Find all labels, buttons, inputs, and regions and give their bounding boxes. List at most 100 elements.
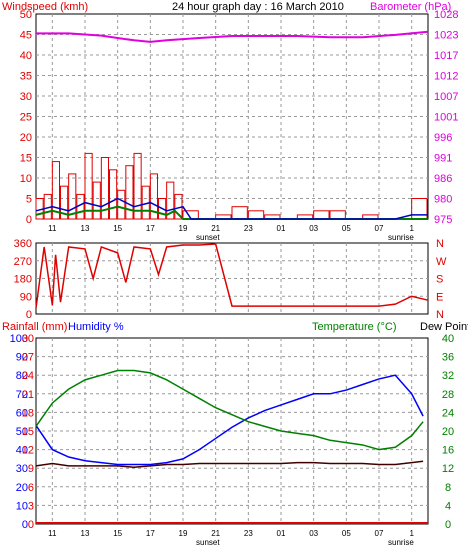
x-tick-label: 21 [211, 224, 220, 233]
humidity-y-tick-label: 30 [16, 463, 28, 475]
barometer-y-tick-label: 1012 [434, 71, 458, 83]
gust-bar [60, 185, 69, 220]
temperature-marks [35, 369, 428, 524]
x-tick-label: 13 [81, 529, 90, 538]
x-tick-label: 15 [113, 224, 122, 233]
wind-y-tick-label: 10 [20, 173, 32, 185]
compass-y-tick-label: W [436, 256, 447, 268]
temperature-y-tick-label: 12 [442, 463, 454, 475]
wind-y-tick-label: 25 [20, 112, 32, 124]
gust-bar [109, 169, 118, 220]
temperature-y-tick-label: 28 [442, 389, 454, 401]
temperature-y-tick-label: 20 [442, 426, 454, 438]
gust-bar [125, 165, 134, 220]
barometer-y-tick-label: 1001 [434, 112, 458, 124]
humidity-y-tick-label: 100 [10, 333, 28, 345]
wind-y-tick-label: 0 [26, 214, 32, 226]
x-tick-label: 19 [179, 224, 188, 233]
barometer-y-tick-label: 1028 [434, 9, 458, 21]
rainfall-y-tick-label: 9 [28, 463, 34, 475]
temperature-axis-title: Temperature (°C) [312, 321, 396, 333]
direction-y-tick-label: 0 [26, 309, 32, 321]
sunrise-marker-lower: sunrise [388, 538, 414, 547]
rainfall-y-tick-label: 21 [22, 389, 34, 401]
x-tick-label: 23 [244, 529, 253, 538]
rainfall-y-tick-label: 3 [28, 500, 34, 512]
average-wind-line [35, 197, 428, 220]
barometer-y-tick-label: 1007 [434, 91, 458, 103]
x-tick-label: 1 [409, 224, 414, 233]
rainfall-y-tick-label: 12 [22, 445, 34, 457]
wind-marks [35, 30, 429, 220]
temperature-y-tick-label: 32 [442, 370, 454, 382]
wind-x-ticks: 11 13 15 17 19 21 23 01 03 05 07 1 [48, 224, 414, 233]
wind-y-tick-label: 30 [20, 91, 32, 103]
temperature-y-tick-label: 8 [445, 482, 451, 494]
rainfall-y-tick-label: 24 [22, 370, 34, 382]
x-tick-label: 01 [277, 529, 286, 538]
wind-y-tick-label: 15 [20, 153, 32, 165]
x-tick-label: 03 [309, 529, 318, 538]
barometer-axis-title: Barometer (hPa) [370, 1, 451, 13]
wind-y-ticks: 0 5 10 15 20 25 30 35 40 45 50 [20, 9, 32, 226]
compass-y-tick-label: N [436, 309, 444, 321]
temperature-y-tick-label: 24 [442, 407, 454, 419]
gust-bar [68, 173, 77, 220]
x-tick-label: 07 [375, 529, 384, 538]
x-tick-label: 23 [244, 224, 253, 233]
gust-bar [133, 152, 142, 220]
humidity-y-tick-label: 20 [16, 482, 28, 494]
green-series-line [35, 205, 428, 220]
compass-y-tick-label: S [436, 274, 443, 286]
dewpoint-line [35, 460, 424, 469]
temperature-y-tick-label: 36 [442, 352, 454, 364]
direction-y-tick-label: 180 [14, 274, 32, 286]
barometer-y-tick-label: 1023 [434, 30, 458, 42]
x-tick-label: 15 [113, 529, 122, 538]
barometer-y-tick-label: 986 [434, 173, 452, 185]
x-tick-label: 1 [409, 529, 414, 538]
dewpoint-axis-title: Dew Point [420, 321, 468, 333]
windspeed-axis-title: Windspeed (kmh) [2, 1, 88, 13]
x-tick-label: 11 [48, 224, 57, 233]
direction-y-tick-label: 360 [14, 238, 32, 250]
barometer-y-ticks: 975 980 986 991 996 1001 1007 1012 1017 1023 1028 [434, 9, 458, 226]
humidity-y-tick-label: 50 [16, 426, 28, 438]
gust-bar [158, 198, 167, 220]
temperature-grid [36, 338, 428, 524]
wind-plot-frame [35, 13, 429, 220]
humidity-axis-title: Humidity % [68, 321, 124, 333]
temperature-y-ticks: 0 4 8 12 16 20 24 28 32 36 40 [442, 333, 454, 531]
rainfall-y-tick-label: 30 [22, 333, 34, 345]
x-tick-label: 17 [146, 529, 155, 538]
wind-y-tick-label: 35 [20, 71, 32, 83]
x-tick-label: 01 [277, 224, 286, 233]
direction-marks [35, 243, 429, 309]
wind-y-tick-label: 20 [20, 132, 32, 144]
gust-bar [84, 152, 93, 220]
gust-bar [117, 189, 126, 220]
temperature-y-tick-label: 40 [442, 333, 454, 345]
temperature-x-ticks: 11 13 15 17 19 21 23 01 03 05 07 1 [48, 529, 414, 538]
temperature-y-tick-label: 16 [442, 445, 454, 457]
compass-y-tick-label: N [436, 238, 444, 250]
x-tick-label: 07 [375, 224, 384, 233]
rainfall-y-tick-label: 0 [28, 519, 34, 531]
graph-title: 24 hour graph day : 16 March 2010 [172, 1, 344, 13]
humidity-y-tick-label: 70 [16, 389, 28, 401]
rainfall-axis-title: Rainfall (mm) [2, 321, 67, 333]
x-tick-label: 17 [146, 224, 155, 233]
humidity-y-tick-label: 90 [16, 352, 28, 364]
humidity-y-tick-label: 80 [16, 370, 28, 382]
wind-grid [36, 14, 428, 219]
direction-y-ticks: 0 90 180 270 360 [14, 238, 32, 321]
wind-y-tick-label: 40 [20, 50, 32, 62]
rainfall-y-tick-label: 18 [22, 407, 34, 419]
temperature-humidity-panel: Rainfall (mm) Humidity % Temperature (°C… [2, 321, 468, 547]
rainfall-y-tick-label: 6 [28, 482, 34, 494]
compass-y-tick-label: E [436, 291, 443, 303]
